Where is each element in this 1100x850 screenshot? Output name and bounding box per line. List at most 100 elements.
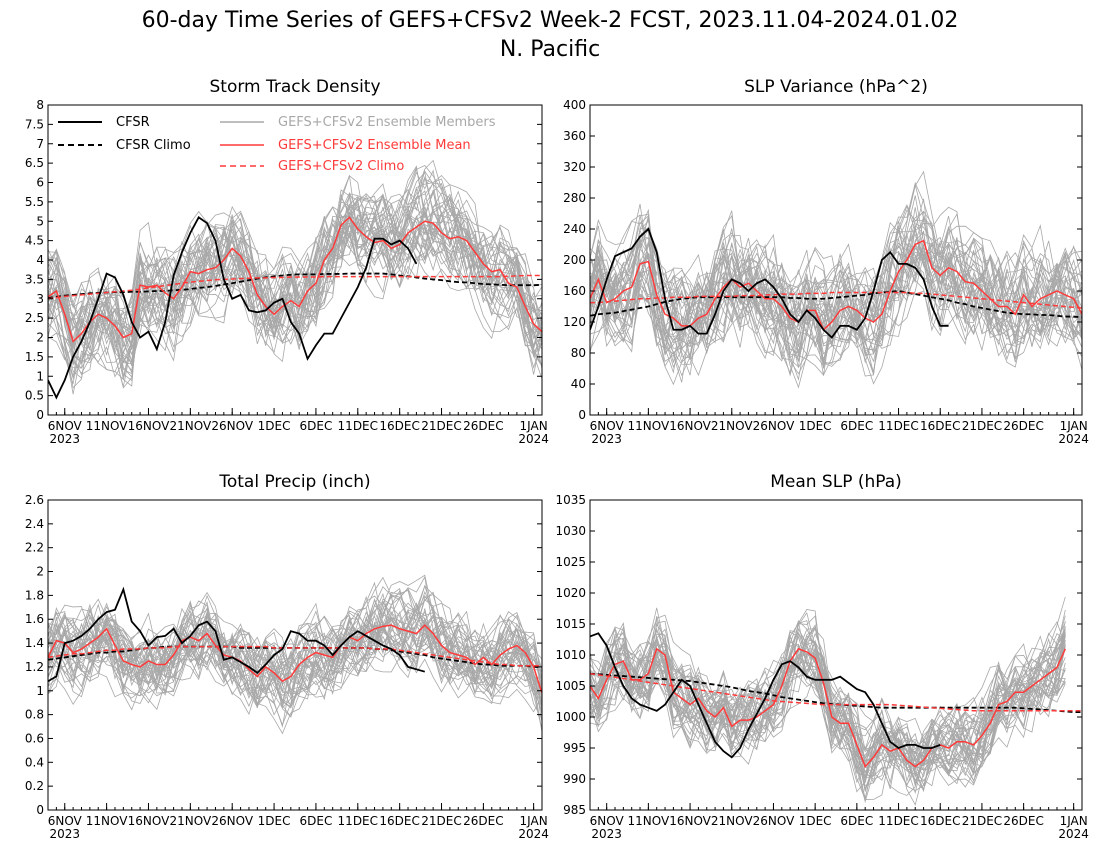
y-tick-label: 0 [36,803,44,817]
plot-frame [47,499,543,811]
cfsr-line [590,632,941,759]
ensemble-member-line [48,595,542,723]
figure-title: 60-day Time Series of GEFS+CFSv2 Week-2 … [142,8,959,33]
x-tick-year: 2024 [1058,827,1089,841]
ensemble-member-line [48,625,542,735]
y-tick-label: 5 [36,214,44,228]
x-tick-label: 21DEC [421,814,461,828]
x-tick-year: 2023 [49,432,80,446]
y-tick-label: 4.5 [25,234,44,248]
x-tick-label: 6DEC [840,419,873,433]
ensemble-mean-line [48,216,542,343]
x-tick-label: 6DEC [840,814,873,828]
y-tick-label: 240 [563,222,586,236]
x-tick-label: 21NOV [711,814,753,828]
x-tick-label: 11DEC [878,814,918,828]
x-tick-label: 6NOV [48,814,83,828]
cfsr-line [48,216,418,400]
cfsr-climo-line [48,272,542,299]
ensemble-member-line [48,598,542,716]
y-tick-label: 1030 [555,524,586,538]
ensemble-climo-line [48,274,542,300]
legend-ensemble-mean-label: GEFS+CFSv2 Ensemble Mean [278,138,471,153]
x-tick-label: 11DEC [338,419,378,433]
x-tick-label: 26DEC [463,814,503,828]
ensemble-member-line [590,207,1082,375]
x-tick-label: 1JAN [520,419,548,433]
y-tick-label: 1.8 [25,588,44,602]
x-tick-label: 1DEC [258,419,291,433]
y-tick-label: 995 [563,741,586,755]
ensemble-member-line [48,590,542,705]
ensemble-members [48,574,542,735]
ensemble-member-line [48,169,542,365]
y-tick-label: 990 [563,772,586,786]
legend: CFSR CFSR Climo GEFS+CFSv2 Ensemble Member… [58,115,496,174]
y-tick-label: 0.6 [25,731,44,745]
x-tick-label: 11NOV [628,419,670,433]
y-tick-label: 280 [563,191,586,205]
ensemble-member-line [48,602,542,699]
x-tick-label: 21NOV [169,814,211,828]
ensemble-mean-line [590,239,1082,332]
y-tick-label: 6 [36,176,44,190]
x-tick-label: 26NOV [753,419,795,433]
ensemble-mean-line [590,647,1067,769]
y-tick-label: 1 [36,684,44,698]
y-tick-label: 160 [563,284,586,298]
x-tick-label: 16DEC [379,814,419,828]
ensemble-member-line [48,611,542,708]
y-tick-label: 1.2 [25,660,44,674]
y-tick-label: 985 [563,803,586,817]
x-tick-label: 11NOV [628,814,670,828]
x-tick-year: 2024 [1058,432,1089,446]
y-tick-label: 360 [563,129,586,143]
x-tick-label: 1DEC [799,419,832,433]
ensemble-member-line [48,190,542,341]
y-tick-label: 0.2 [25,779,44,793]
y-tick-label: 1 [36,369,44,383]
y-tick-label: 1010 [555,648,586,662]
ensemble-member-line [590,614,1066,779]
ensemble-member-line [48,178,542,375]
y-tick-label: 2.5 [25,311,44,325]
ensemble-member-line [48,166,542,382]
x-tick-label: 26NOV [753,814,795,828]
figure-subtitle: N. Pacific [500,37,600,62]
ensemble-member-line [48,221,542,363]
x-tick-label: 21DEC [962,419,1002,433]
ensemble-member-line [48,178,542,395]
x-tick-label: 26DEC [1003,419,1043,433]
y-tick-label: 1000 [555,710,586,724]
y-tick-label: 1.5 [25,350,44,364]
x-tick-label: 21NOV [711,419,753,433]
panel-0: Storm Track Density 0 0.5 1 1.5 2 2.5 3 3.5 4 4.5 5… [25,77,549,446]
x-tick-label: 1JAN [1060,419,1088,433]
ensemble-member-line [590,238,1082,355]
y-tick-label: 2.4 [25,517,44,531]
ensemble-member-line [48,600,542,696]
y-tick-label: 7.5 [25,117,44,131]
ensemble-member-line [590,216,1082,362]
panel-title: Storm Track Density [209,77,380,97]
y-tick-label: 5.5 [25,195,44,209]
legend-cfsr-label: CFSR [116,115,150,130]
ensemble-member-line [48,196,542,362]
cfsr-climo-line [590,290,1082,319]
x-tick-year: 2023 [591,827,622,841]
y-tick-label: 3.5 [25,272,44,286]
ensemble-member-line [48,189,542,363]
x-tick-label: 16NOV [669,419,711,433]
y-tick-label: 40 [571,377,586,391]
ensemble-members [48,159,542,395]
y-tick-label: 1.6 [25,612,44,626]
panel-1: SLP Variance (hPa^2) 0 40 80 120 160 200 240 280… [563,77,1089,446]
legend-ensemble-members-label: GEFS+CFSv2 Ensemble Members [278,115,496,130]
y-tick-label: 6.5 [25,156,44,170]
x-tick-label: 11DEC [878,419,918,433]
panel-3: Mean SLP (hPa) 985 990 995 1000 1005 1010 1015 1… [555,472,1088,841]
y-tick-label: 1020 [555,586,586,600]
ensemble-member-line [48,601,542,699]
y-tick-label: 0.4 [25,755,44,769]
